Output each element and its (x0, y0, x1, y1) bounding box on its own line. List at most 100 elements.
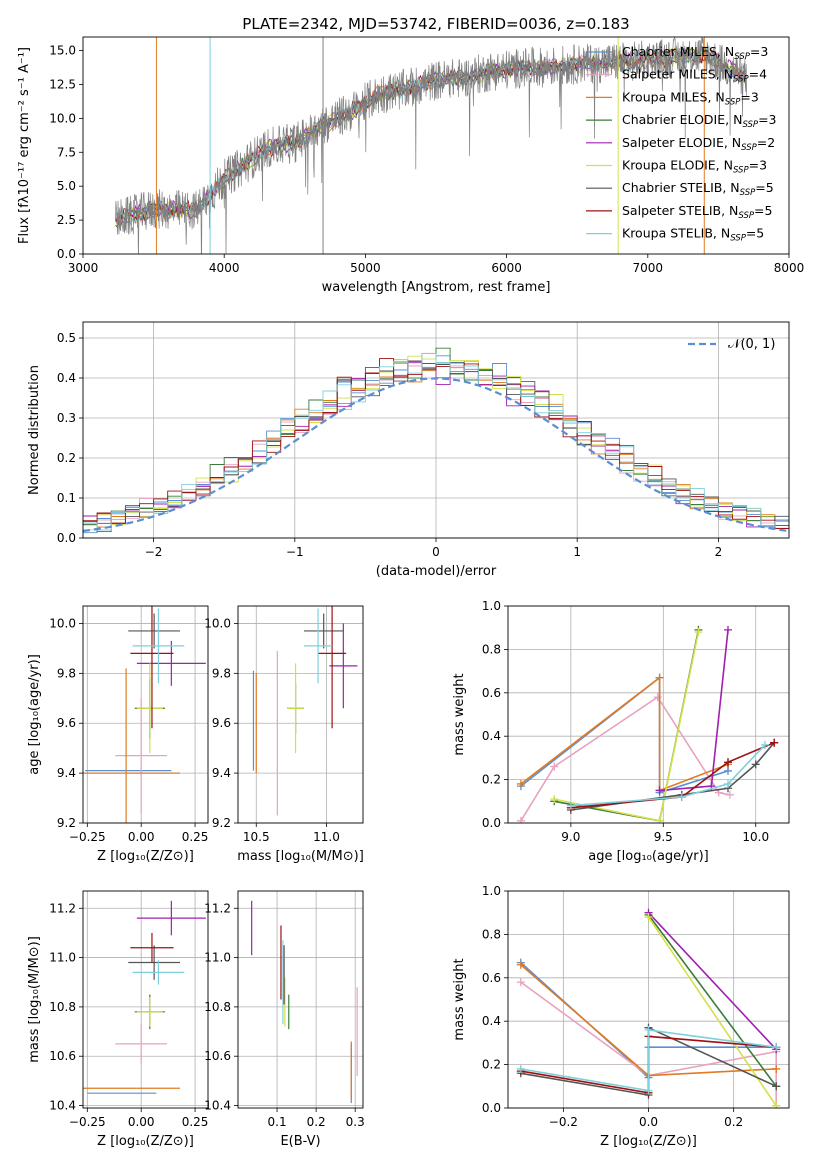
x-tick-label: 4000 (209, 261, 240, 275)
legend-count: =5 (755, 180, 773, 195)
legend-count: =3 (750, 44, 768, 59)
x-tick-label: 0.2 (724, 1115, 743, 1129)
errorbar-point (130, 606, 174, 729)
axes-frame (237, 890, 364, 1109)
mass-weight-line (570, 744, 766, 807)
legend-label: Salpeter MILES, NSSP=4 (622, 67, 767, 85)
mass-weight-marker (751, 760, 760, 769)
errorbar-point (115, 1024, 168, 1064)
panel-4: 10.5 11.0 9.2 9.4 9.6 9.8 10.0 mass [log₁₀(M/M⊙… (204, 605, 364, 864)
x-tick-label: 0.3 (346, 1115, 365, 1129)
y-tick-label: 1.0 (482, 884, 501, 898)
errorbar-point (83, 668, 180, 823)
mass-weight-marker (516, 1064, 525, 1073)
y-tick-label: 0.2 (482, 1058, 501, 1072)
panel-7: 0.1 0.2 0.3 10.4 10.6 10.8 11.0 11.2 E(B-V) (204, 890, 365, 1149)
mass-weight-marker (723, 758, 732, 767)
y-axis-label: mass weight (452, 673, 467, 755)
x-tick-label: −0.25 (69, 1115, 106, 1129)
plot-area (516, 625, 779, 823)
y-tick-label: 2.5 (57, 213, 76, 227)
normal-curve (83, 377, 789, 533)
axes-frame (237, 605, 364, 824)
mass-weight-marker (550, 795, 559, 804)
mass-weight-marker (677, 792, 686, 801)
mass-weight-marker (655, 786, 664, 795)
legend: 𝒩(0, 1) (688, 337, 775, 352)
y-tick-label: 0.3 (57, 411, 76, 425)
x-tick-label: −2 (145, 545, 163, 559)
legend-subscript: SSP (733, 166, 749, 176)
legend: Chabrier MILES, NSSP=3 Salpeter MILES, NS… (586, 44, 777, 244)
legend-label: Chabrier MILES, NSSP=3 (622, 44, 768, 62)
y-tick-label: 10.4 (204, 1099, 231, 1113)
x-tick-label: −1 (286, 545, 304, 559)
mass-weight-line (647, 916, 777, 1107)
mass-weight-marker (566, 801, 575, 810)
x-tick-label: 2 (715, 545, 723, 559)
mass-weight-marker (655, 673, 664, 682)
legend-subscript: SSP (734, 52, 750, 62)
y-tick-label: 10.0 (49, 111, 76, 125)
mass-weight-marker (723, 625, 732, 634)
legend-label: 𝒩(0, 1) (728, 337, 775, 352)
x-axis-label: Z [log₁₀(Z/Z⊙)] (97, 1134, 194, 1149)
errorbar-point (136, 997, 163, 1027)
legend-label: Kroupa STELIB, NSSP=5 (622, 226, 764, 244)
legend-subscript: SSP (730, 234, 746, 244)
y-tick-label: 0.2 (57, 451, 76, 465)
plot-area (252, 606, 358, 816)
y-tick-label: 10.8 (49, 1000, 76, 1014)
legend-label: Salpeter STELIB, NSSP=5 (622, 203, 772, 221)
panel-8: −0.2 0.0 0.2 0.0 0.2 0.4 0.6 0.8 1.0 Z [log₁₀(Z/Z… (452, 884, 790, 1149)
x-tick-label: 10.0 (742, 830, 769, 844)
mass-weight-line (570, 741, 775, 809)
y-tick-label: 9.8 (212, 666, 231, 680)
errorbar-point (318, 606, 347, 729)
legend-subscript: SSP (725, 97, 741, 107)
y-tick-label: 10.0 (49, 616, 76, 630)
x-tick-label: 0 (432, 545, 440, 559)
y-tick-label: 0.5 (57, 331, 76, 345)
x-tick-label: 0.0 (639, 1115, 658, 1129)
legend-count: =5 (754, 203, 772, 218)
mass-weight-marker (723, 779, 732, 788)
y-tick-label: 9.8 (57, 666, 76, 680)
panel-5: 9.0 9.5 10.0 0.0 0.2 0.4 0.6 0.8 1.0 age [log₁₀(a… (452, 599, 790, 864)
mass-weight-marker (516, 978, 525, 987)
x-tick-label: 11.0 (313, 830, 340, 844)
axes-frame (82, 605, 209, 824)
errorbar-point (132, 608, 185, 684)
mass-weight-marker (725, 790, 734, 799)
legend-subscript: SSP (738, 211, 754, 221)
mass-weight-line (520, 981, 777, 1106)
y-tick-label: 10.4 (49, 1099, 76, 1113)
mass-weight-marker (772, 1082, 781, 1091)
x-tick-label: 10.5 (243, 830, 270, 844)
y-tick-label: 0.2 (482, 773, 501, 787)
x-tick-label: 3000 (68, 261, 99, 275)
plots-layer: 3000 4000 5000 6000 7000 80000.02.55.07.510.0… (17, 36, 805, 1149)
plot-area (251, 900, 358, 1104)
x-axis-label: age [log₁₀(age/yr)] (588, 849, 709, 864)
x-tick-label: −0.2 (549, 1115, 578, 1129)
legend-subscript: SSP (741, 143, 757, 153)
x-tick-label: 8000 (774, 261, 805, 275)
axes-frame (507, 890, 790, 1109)
mass-weight-marker (516, 960, 525, 969)
y-tick-label: 0.0 (482, 1101, 501, 1115)
legend-subscript: SSP (733, 75, 749, 85)
y-tick-label: 1.0 (482, 599, 501, 613)
legend-count: =5 (746, 226, 764, 241)
axes-frame (82, 890, 209, 1109)
x-tick-label: 0.25 (182, 1115, 209, 1129)
errorbar-point (130, 932, 174, 963)
mass-weight-marker (760, 740, 769, 749)
x-axis-label: mass [log₁₀(M/M⊙)] (237, 849, 364, 864)
x-tick-label: 1 (573, 545, 581, 559)
errorbar-point (128, 945, 180, 980)
y-tick-label: 11.2 (49, 901, 76, 915)
x-axis-label: Z [log₁₀(Z/Z⊙)] (600, 1134, 697, 1149)
legend-label: Salpeter ELODIE, NSSP=2 (622, 135, 775, 153)
panel-3: −0.25 0.00 0.25 9.2 9.4 9.6 9.8 10.0 Z [log₁₀(Z/… (27, 605, 209, 864)
